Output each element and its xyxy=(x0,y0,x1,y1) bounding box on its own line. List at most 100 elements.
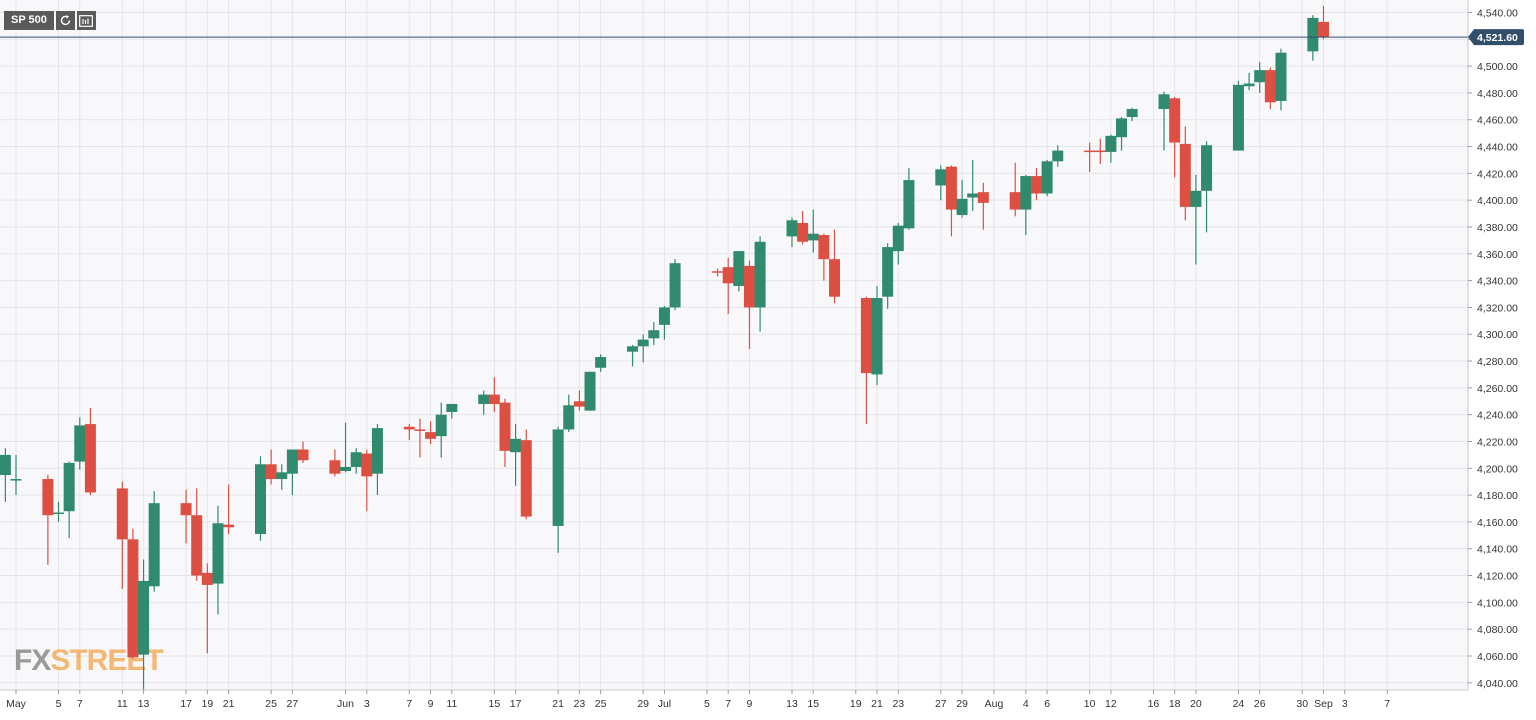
candle-up xyxy=(967,159,979,211)
candle-body xyxy=(807,233,819,241)
candle-down xyxy=(1317,5,1329,40)
candle-body xyxy=(1158,94,1170,110)
candle-body xyxy=(860,298,872,374)
candle-body xyxy=(1020,176,1032,210)
candle-up xyxy=(892,222,904,265)
x-tick-label: 3 xyxy=(1342,698,1348,710)
candle-down xyxy=(488,377,500,412)
x-tick-label: Aug xyxy=(985,698,1004,710)
candle-body xyxy=(1116,118,1128,138)
candle-down xyxy=(191,488,203,581)
candle-down xyxy=(361,449,373,512)
x-tick-label: 29 xyxy=(637,698,649,710)
y-tick-label: 4,040.00 xyxy=(1477,678,1518,690)
y-tick-label: 4,540.00 xyxy=(1477,8,1518,20)
candle-body xyxy=(297,449,309,461)
candle-body xyxy=(329,460,341,474)
candle-body xyxy=(573,401,585,407)
candle-body xyxy=(552,429,564,526)
y-tick-label: 4,440.00 xyxy=(1477,142,1518,154)
x-tick-label: 9 xyxy=(428,698,434,710)
x-tick-label: 15 xyxy=(489,698,501,710)
candle-up xyxy=(435,402,447,458)
candle-body xyxy=(1084,150,1096,153)
candle-up xyxy=(286,449,298,496)
x-tick-label: Jun xyxy=(337,698,354,710)
chart-settings-button[interactable] xyxy=(76,11,96,30)
symbol-label[interactable]: SP 500 xyxy=(4,11,54,30)
candle-body xyxy=(414,429,426,431)
candle-body xyxy=(350,452,362,467)
candle-body xyxy=(212,523,224,584)
candle-body xyxy=(1094,150,1106,153)
candle-body xyxy=(903,180,915,229)
candle-body xyxy=(892,225,904,252)
y-tick-label: 4,140.00 xyxy=(1477,544,1518,556)
x-tick-label: 20 xyxy=(1190,698,1202,710)
x-tick-label: 23 xyxy=(892,698,904,710)
candle-up xyxy=(754,236,766,332)
x-tick-label: 7 xyxy=(725,698,731,710)
candle-up xyxy=(1201,141,1213,233)
candle-body xyxy=(1030,176,1042,194)
candle-up xyxy=(138,559,150,690)
candle-up xyxy=(478,390,490,415)
candle-down xyxy=(1030,168,1042,201)
candle-body xyxy=(223,524,235,528)
candle-body xyxy=(871,298,883,375)
candle-up xyxy=(786,217,798,248)
candle-up xyxy=(1190,174,1202,265)
candle-body xyxy=(265,464,277,480)
candle-body xyxy=(627,346,639,352)
y-tick-label: 4,240.00 xyxy=(1477,410,1518,422)
candle-up xyxy=(1243,72,1255,91)
candle-up xyxy=(1041,159,1053,197)
candle-body xyxy=(882,247,894,297)
candle-body xyxy=(42,479,54,516)
candle-down xyxy=(1084,142,1096,173)
candle-up xyxy=(371,424,383,496)
candle-body xyxy=(1264,70,1276,103)
candle-down xyxy=(1179,126,1191,221)
y-tick-label: 4,200.00 xyxy=(1477,463,1518,475)
x-tick-label: 19 xyxy=(850,698,862,710)
candle-up xyxy=(595,354,607,372)
candle-body xyxy=(0,454,11,476)
candle-up xyxy=(53,501,65,522)
candle-body xyxy=(1254,70,1266,83)
y-tick-label: 4,260.00 xyxy=(1477,383,1518,395)
candle-down xyxy=(977,182,989,230)
x-tick-label: 21 xyxy=(552,698,564,710)
candle-body xyxy=(563,405,575,430)
candle-body xyxy=(371,428,383,474)
candle-down xyxy=(573,390,585,411)
x-tick-label: 12 xyxy=(1105,698,1117,710)
candle-body xyxy=(1052,150,1064,162)
x-tick-label: 26 xyxy=(1254,698,1266,710)
y-tick-label: 4,060.00 xyxy=(1477,651,1518,663)
y-tick-label: 4,120.00 xyxy=(1477,571,1518,583)
candle-body xyxy=(1243,83,1255,87)
candle-body xyxy=(520,440,532,517)
candle-down xyxy=(1169,96,1181,178)
y-tick-label: 4,220.00 xyxy=(1477,436,1518,448)
candle-body xyxy=(478,394,490,404)
candle-body xyxy=(403,426,415,430)
x-tick-label: 6 xyxy=(1044,698,1050,710)
candle-up xyxy=(637,334,649,363)
candle-body xyxy=(276,472,288,480)
svg-text:FXSTREET: FXSTREET xyxy=(14,644,163,677)
candle-down xyxy=(84,407,96,496)
candle-down xyxy=(712,268,724,277)
candle-body xyxy=(977,192,989,203)
candle-body xyxy=(818,235,830,260)
candle-body xyxy=(743,265,755,308)
x-tick-label: 15 xyxy=(807,698,819,710)
candle-down xyxy=(818,233,830,281)
candle-body xyxy=(648,330,660,339)
candle-up xyxy=(1020,174,1032,236)
refresh-button[interactable] xyxy=(55,11,75,30)
candle-body xyxy=(1169,98,1181,143)
y-tick-label: 4,160.00 xyxy=(1477,517,1518,529)
